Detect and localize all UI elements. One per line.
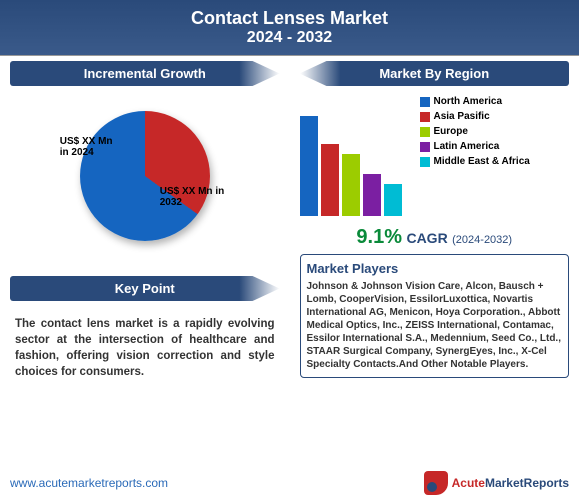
cagr-percent: 9.1% <box>356 226 402 248</box>
website-url: www.acutemarketreports.com <box>10 476 168 490</box>
logo-text-market: Market <box>485 476 524 490</box>
cagr-label: CAGR <box>406 230 447 246</box>
bar-europe <box>342 154 360 216</box>
legend-label: North America <box>434 96 503 107</box>
right-column: Market By Region North America Asia Pasi… <box>290 56 579 471</box>
legend-label: Asia Pasific <box>434 111 490 122</box>
swatch-icon <box>420 157 430 167</box>
market-players-box: Market Players Johnson & Johnson Vision … <box>300 254 570 378</box>
legend-item: Middle East & Africa <box>420 156 530 167</box>
pie-label-2024: US$ XX Mn in 2024 <box>60 136 120 158</box>
bar-north-america <box>300 116 318 216</box>
legend-item: North America <box>420 96 530 107</box>
legend-label: Middle East & Africa <box>434 156 530 167</box>
legend-item: Asia Pasific <box>420 111 530 122</box>
logo-text-acute: Acute <box>452 476 485 490</box>
pie-chart: US$ XX Mn in 2024 US$ XX Mn in 2032 <box>60 96 230 266</box>
incremental-growth-banner: Incremental Growth <box>10 61 280 86</box>
bar-chart <box>300 96 420 216</box>
content: Incremental Growth US$ XX Mn in 2024 US$… <box>0 56 579 471</box>
header: Contact Lenses Market 2024 - 2032 <box>0 0 579 56</box>
key-point-banner: Key Point <box>10 276 280 301</box>
logo: Acute Market Reports <box>424 471 569 495</box>
swatch-icon <box>420 97 430 107</box>
swatch-icon <box>420 112 430 122</box>
legend-label: Europe <box>434 126 468 137</box>
region-legend: North America Asia Pasific Europe Latin … <box>420 96 530 216</box>
legend-item: Latin America <box>420 141 530 152</box>
market-region-banner: Market By Region <box>300 61 570 86</box>
legend-label: Latin America <box>434 141 500 152</box>
footer: www.acutemarketreports.com Acute Market … <box>0 471 579 495</box>
bar-mea <box>384 184 402 216</box>
cagr-period: (2024-2032) <box>452 234 512 246</box>
pie-label-2032: US$ XX Mn in 2032 <box>160 186 230 208</box>
market-players-title: Market Players <box>307 261 563 276</box>
logo-text-reports: Reports <box>524 476 569 490</box>
key-point-text: The contact lens market is a rapidly evo… <box>10 311 280 385</box>
title: Contact Lenses Market <box>0 8 579 29</box>
swatch-icon <box>420 127 430 137</box>
region-container: North America Asia Pasific Europe Latin … <box>300 96 570 216</box>
legend-item: Europe <box>420 126 530 137</box>
left-column: Incremental Growth US$ XX Mn in 2024 US$… <box>0 56 290 471</box>
bar-asia-pacific <box>321 144 339 216</box>
period: 2024 - 2032 <box>0 29 579 47</box>
logo-icon <box>424 471 448 495</box>
pie-graphic <box>80 111 210 241</box>
bar-latin-america <box>363 174 381 216</box>
cagr: 9.1% CAGR (2024-2032) <box>300 226 570 249</box>
market-players-text: Johnson & Johnson Vision Care, Alcon, Ba… <box>307 280 563 371</box>
swatch-icon <box>420 142 430 152</box>
